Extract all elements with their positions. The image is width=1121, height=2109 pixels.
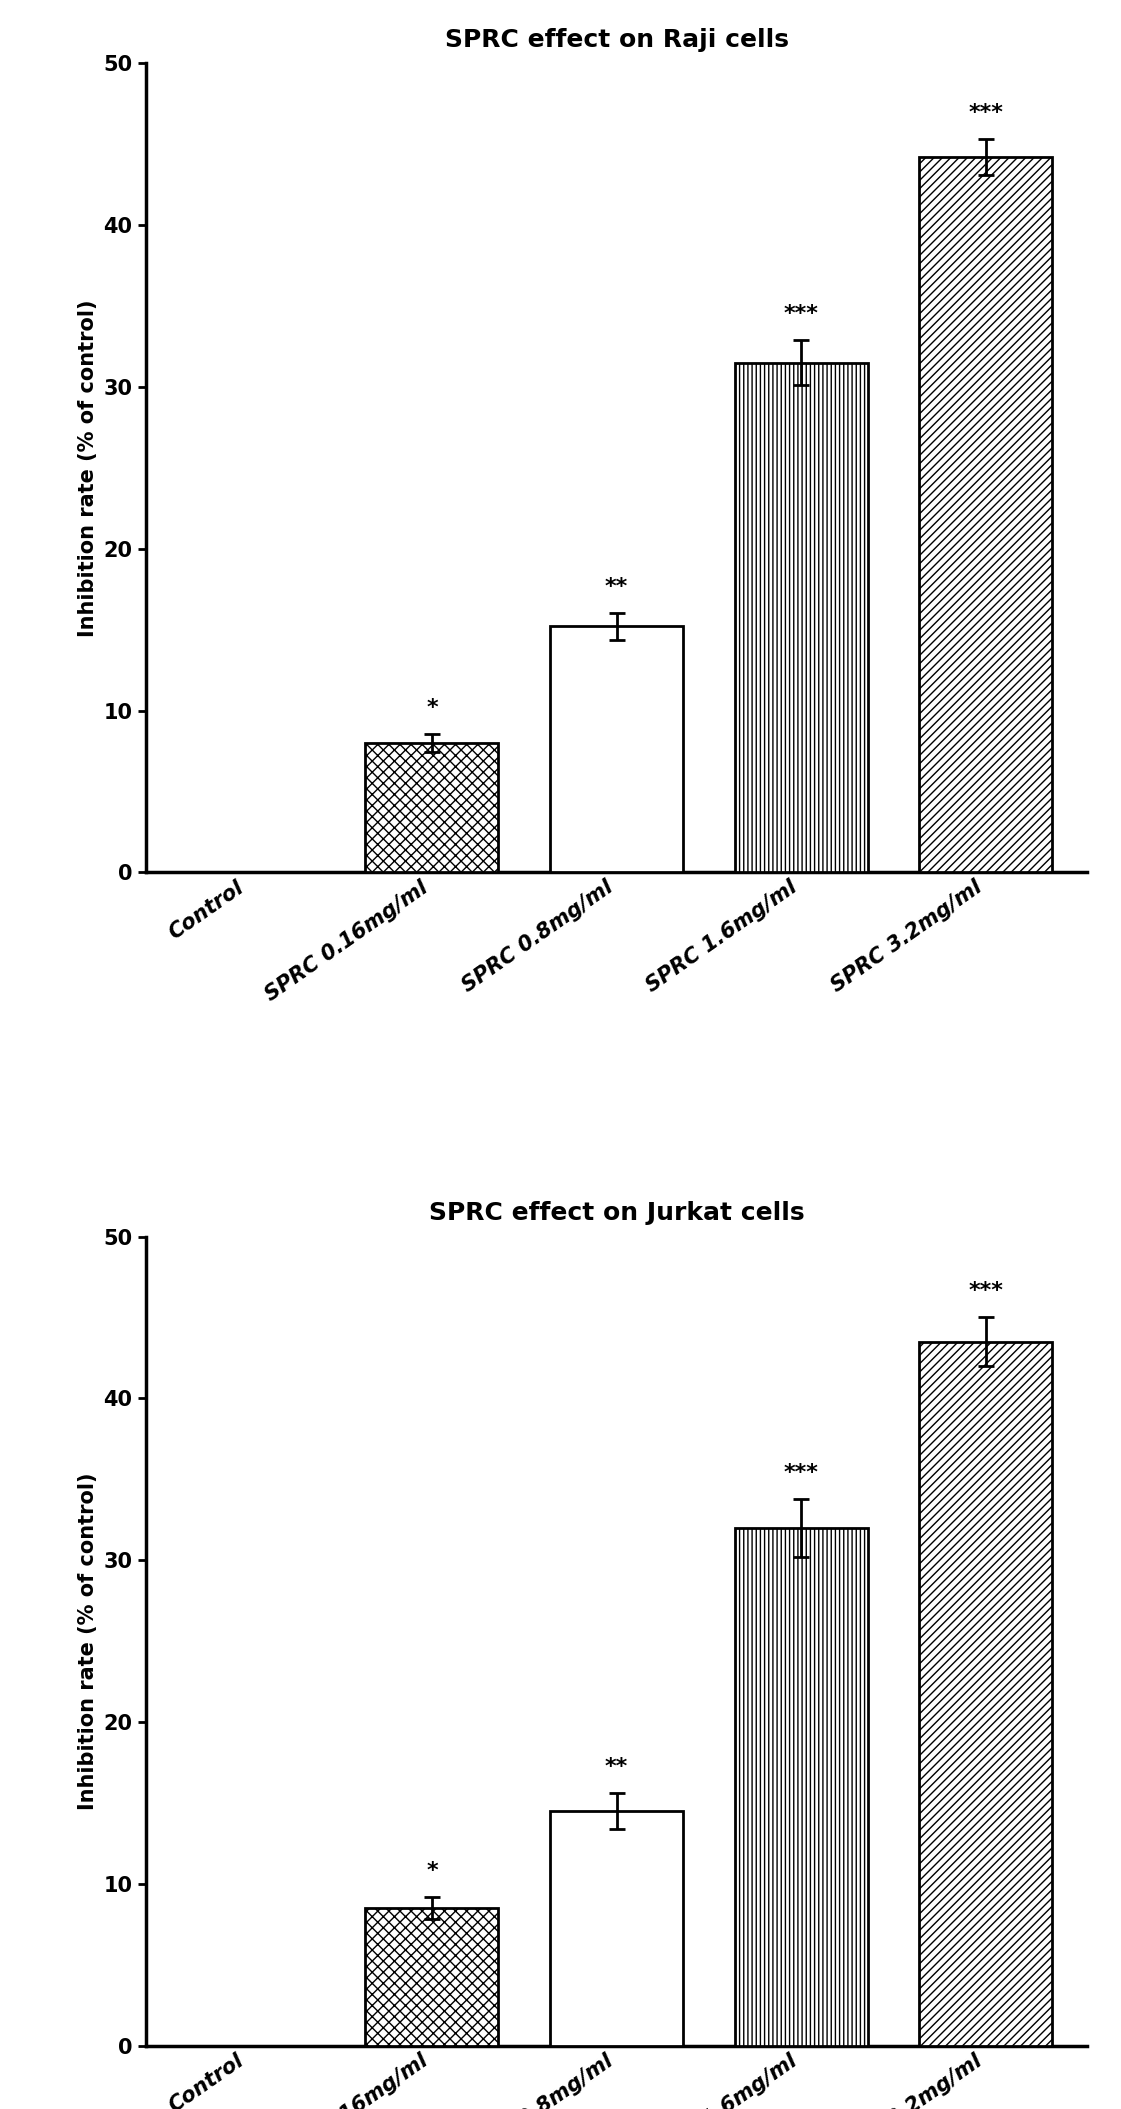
Bar xyxy=(919,158,1053,873)
Text: ***: *** xyxy=(969,103,1003,122)
Y-axis label: Inhibition rate (% of control): Inhibition rate (% of control) xyxy=(77,299,98,637)
Bar xyxy=(550,1812,683,2046)
Bar xyxy=(734,1527,868,2046)
Title: SPRC effect on Raji cells: SPRC effect on Raji cells xyxy=(445,27,788,51)
Text: **: ** xyxy=(605,1757,628,1778)
Text: *: * xyxy=(426,698,437,717)
Bar xyxy=(734,363,868,873)
Text: **: ** xyxy=(605,576,628,597)
Y-axis label: Inhibition rate (% of control): Inhibition rate (% of control) xyxy=(77,1472,98,1810)
Bar xyxy=(919,1341,1053,2046)
Bar xyxy=(365,1909,499,2046)
Bar xyxy=(365,742,499,873)
Text: ***: *** xyxy=(969,1282,1003,1301)
Text: *: * xyxy=(426,1860,437,1881)
Bar xyxy=(550,626,683,873)
Title: SPRC effect on Jurkat cells: SPRC effect on Jurkat cells xyxy=(428,1200,805,1225)
Text: ***: *** xyxy=(784,1462,818,1483)
Text: ***: *** xyxy=(784,304,818,325)
